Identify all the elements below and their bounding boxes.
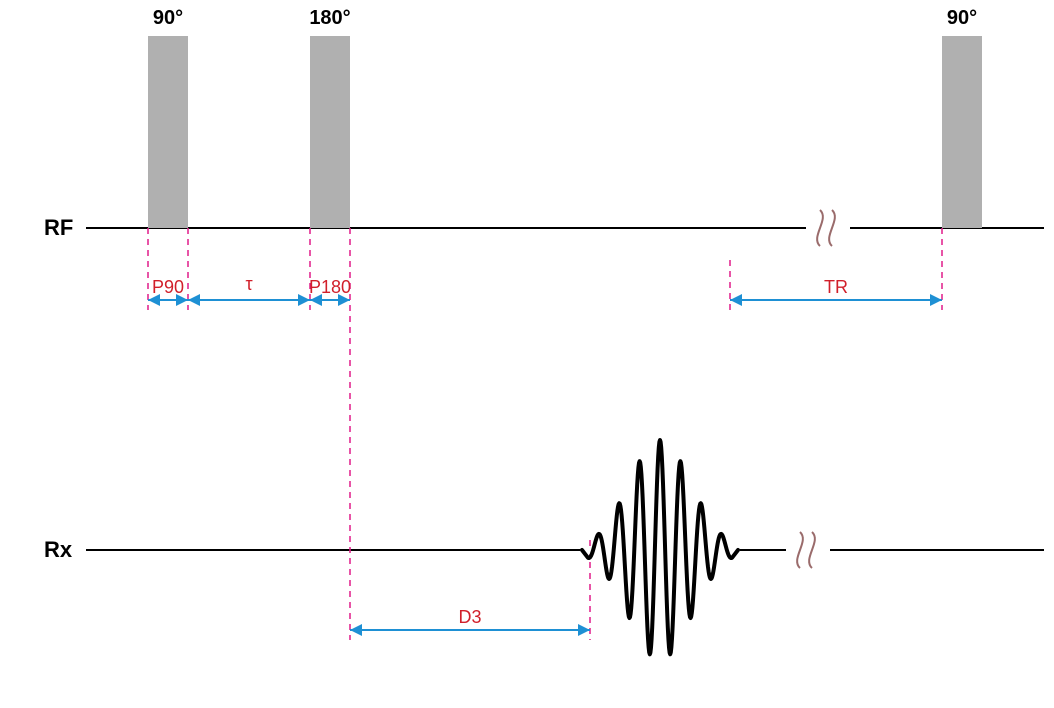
rf-pulse-p180 <box>310 36 350 228</box>
rf-pulse-label-p90b: 90° <box>947 7 977 29</box>
rf-pulse-label-p90a: 90° <box>153 7 183 29</box>
axis-break-gap <box>806 224 850 232</box>
interval-label-tau: τ <box>245 274 252 294</box>
rf-pulse-p90b <box>942 36 982 228</box>
interval-label-D3: D3 <box>458 607 481 627</box>
pulse-sequence-diagram: RF Rx 90° 180° 90° P90 τ P180 TR D3 <box>0 0 1054 708</box>
interval-label-P180: P180 <box>309 277 351 297</box>
interval-label-TR: TR <box>824 277 848 297</box>
rx-axis-label: Rx <box>44 537 73 562</box>
interval-label-P90: P90 <box>152 277 184 297</box>
rf-pulse-p90a <box>148 36 188 228</box>
rf-pulse-label-p180: 180° <box>309 7 350 29</box>
axis-break-gap <box>786 546 830 554</box>
rf-axis-label: RF <box>44 215 73 240</box>
